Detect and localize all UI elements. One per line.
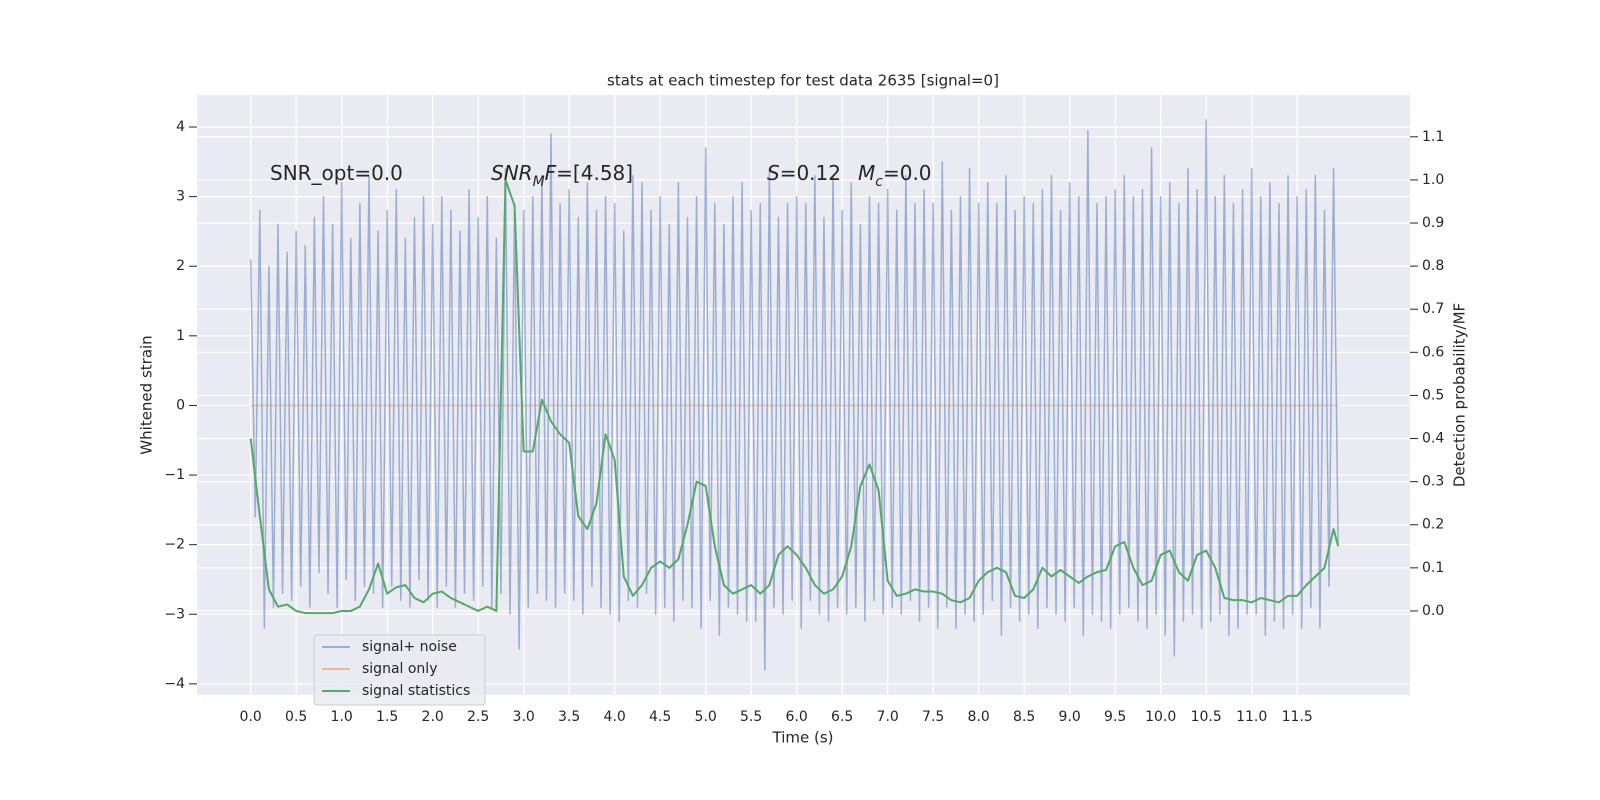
annotation-part: =0.12 — [780, 161, 841, 185]
x-tick-label: 1.0 — [331, 709, 353, 725]
annotation-part: =[4.58] — [556, 161, 633, 185]
x-tick-label: 0.0 — [240, 709, 262, 725]
y2-tick-label: 0.0 — [1422, 603, 1444, 619]
x-axis-label: Time (s) — [772, 729, 834, 747]
annotation-part: M — [858, 161, 875, 185]
chart-title: stats at each timestep for test data 263… — [607, 72, 999, 90]
series-line — [249, 119, 1339, 671]
labels: 0.0 0.5 1.0 1.5 2.0 2.5 3.0 3.5 4.0 4.5 5.0 5.5 6.0 6… — [164, 119, 1444, 725]
annotation: Mc=0.0 — [858, 161, 932, 191]
y2-tick-label: 0.1 — [1422, 560, 1444, 576]
x-tick-label: 7.5 — [922, 709, 944, 725]
legend-label: signal only — [362, 661, 437, 677]
annotation: SNR_opt=0.0 — [270, 161, 403, 185]
y2-tick-label: 0.8 — [1422, 258, 1444, 274]
annotation-part: M — [533, 174, 545, 190]
x-tick-label: 4.5 — [649, 709, 671, 725]
annotation-part: =0.0 — [883, 161, 932, 185]
y-tick-label: 1 — [176, 328, 185, 344]
x-tick-label: 6.5 — [831, 709, 853, 725]
y-tick-label: −4 — [164, 676, 185, 692]
annotation: S=0.12 — [767, 161, 841, 185]
y2-tick-label: 0.5 — [1422, 387, 1444, 403]
annotation-part: SNR — [491, 161, 533, 185]
y-tick-label: −2 — [164, 537, 185, 553]
x-tick-label: 5.0 — [695, 709, 717, 725]
x-tick-label: 2.0 — [422, 709, 444, 725]
y2-tick-label: 0.2 — [1422, 517, 1444, 533]
y2-tick-label: 0.3 — [1422, 474, 1444, 490]
y-axis-label: Whitened strain — [138, 335, 156, 454]
x-tick-label: 3.5 — [558, 709, 580, 725]
y2-tick-label: 1.0 — [1422, 172, 1444, 188]
y2-tick-label: 1.1 — [1422, 129, 1444, 145]
x-tick-label: 10.5 — [1191, 709, 1222, 725]
annotation: SNRMF=[4.58] — [491, 161, 633, 191]
x-tick-label: 4.0 — [604, 709, 626, 725]
y-tick-label: 2 — [176, 258, 185, 274]
annotation-part: c — [875, 174, 883, 190]
x-tick-label: 5.5 — [740, 709, 762, 725]
x-tick-label: 8.5 — [1013, 709, 1035, 725]
legend-box — [313, 634, 486, 706]
y-tick-label: −3 — [164, 606, 185, 622]
x-tick-label: 7.0 — [877, 709, 899, 725]
x-tick-label: 8.0 — [968, 709, 990, 725]
x-tick-label: 1.5 — [376, 709, 398, 725]
y2-tick-label: 0.4 — [1422, 431, 1444, 447]
y2-tick-label: 0.7 — [1422, 301, 1444, 317]
y-tick-label: 3 — [176, 189, 185, 205]
x-tick-label: 6.0 — [786, 709, 808, 725]
x-tick-label: 0.5 — [285, 709, 307, 725]
x-tick-label: 9.5 — [1104, 709, 1126, 725]
x-tick-label: 9.0 — [1059, 709, 1081, 725]
legend-label: signal statistics — [362, 683, 470, 699]
x-tick-label: 11.0 — [1236, 709, 1267, 725]
y-tick-label: 0 — [176, 397, 185, 413]
x-tick-label: 3.0 — [513, 709, 535, 725]
annotation-part: F — [545, 161, 557, 185]
x-tick-label: 10.0 — [1145, 709, 1176, 725]
y2-axis-label: Detection probability/MF — [1451, 303, 1469, 487]
y-tick-label: −1 — [164, 467, 185, 483]
series-line — [249, 178, 1340, 615]
annotation-part: SNR_opt=0.0 — [270, 161, 403, 185]
legend-label: signal+ noise — [362, 639, 457, 655]
legend: signal+ noise signal only signal statistic… — [313, 634, 486, 706]
x-tick-label: 11.5 — [1282, 709, 1313, 725]
annotation-part: S — [767, 161, 780, 185]
y2-tick-label: 0.6 — [1422, 344, 1444, 360]
y-tick-label: 4 — [176, 119, 185, 135]
y2-tick-label: 0.9 — [1422, 215, 1444, 231]
x-tick-label: 2.5 — [467, 709, 489, 725]
lines — [249, 119, 1340, 671]
